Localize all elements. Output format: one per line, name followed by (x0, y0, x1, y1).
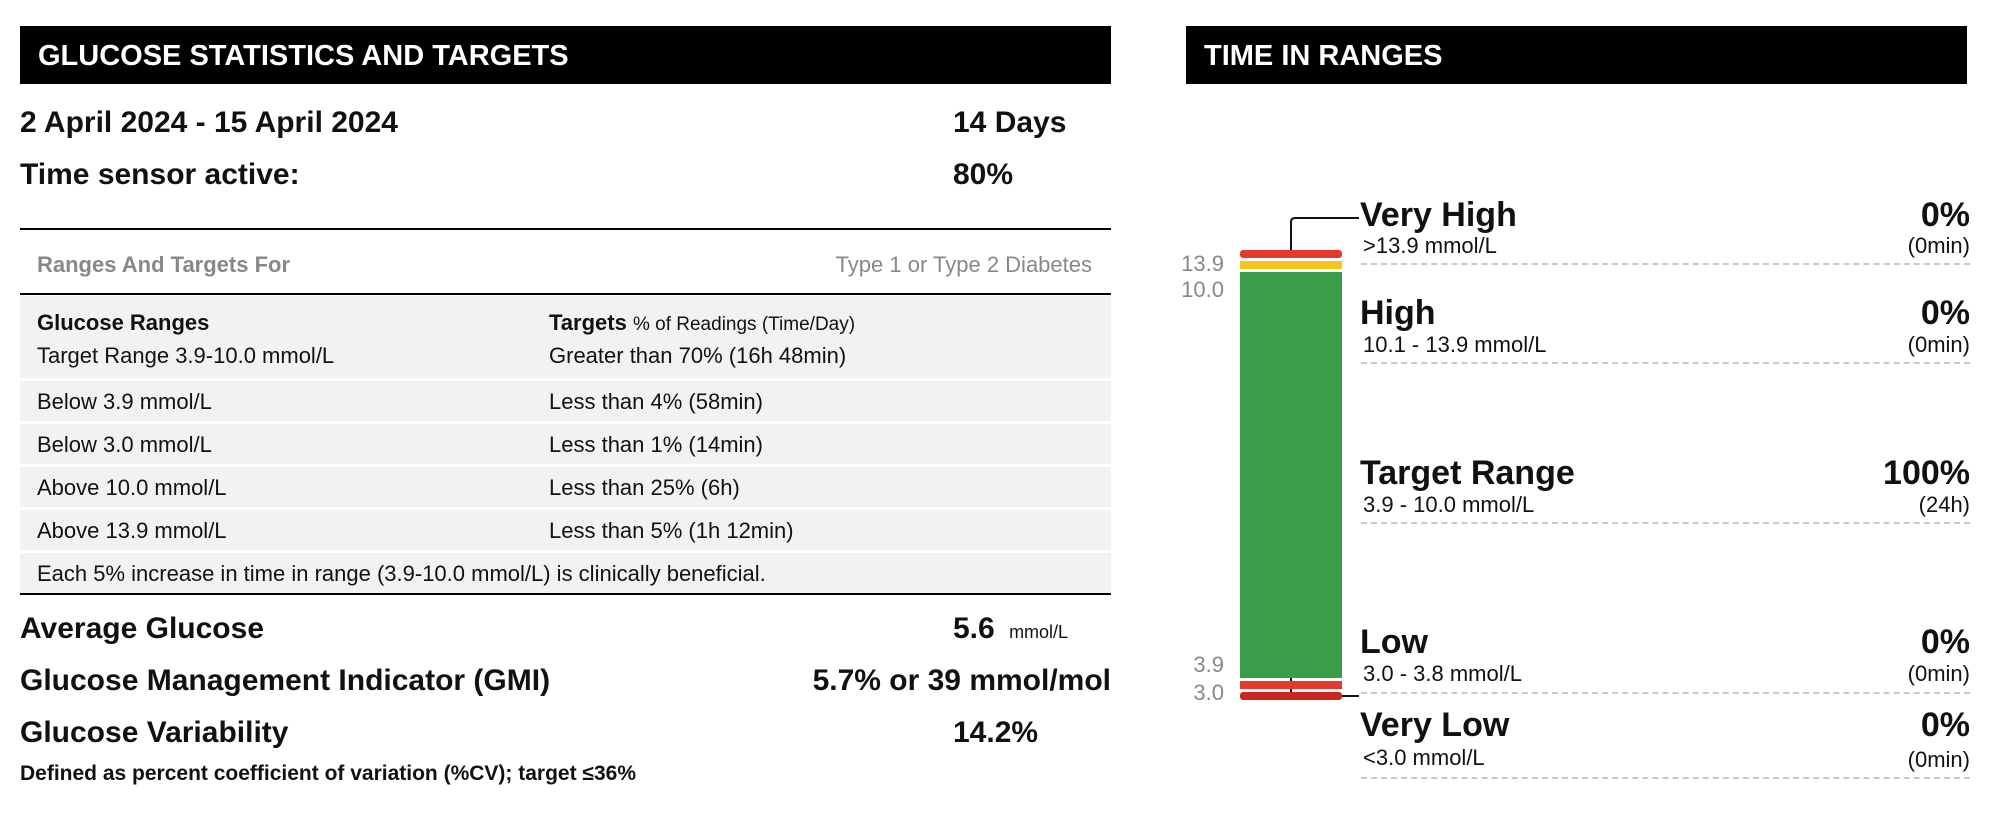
very-low-percent: 0% (1920, 706, 1970, 744)
days-count: 14 Days (953, 106, 1067, 139)
range-cell: Target Range 3.9-10.0 mmol/L (37, 343, 335, 368)
variability-label: Glucose Variability (20, 716, 289, 749)
col-ranges-header: Glucose Ranges (37, 310, 210, 335)
separator (1361, 692, 1970, 694)
target-range-range: 3.9 - 10.0 mmol/L (1363, 492, 1535, 517)
col-targets-header: Targets % of Readings (Time/Day) (549, 310, 855, 336)
bar-segment-very-low (1240, 692, 1342, 700)
very-high-connector (1290, 217, 1359, 250)
low-range: 3.0 - 3.8 mmol/L (1363, 661, 1522, 686)
tick-label: 10.0 (1181, 277, 1224, 302)
target-cell: Greater than 70% (16h 48min) (549, 343, 847, 368)
high-range: 10.1 - 13.9 mmol/L (1363, 332, 1547, 357)
bar-segment-target-range (1240, 272, 1342, 678)
ranges-for-value: Type 1 or Type 2 Diabetes (835, 252, 1092, 277)
avg-glucose-value: 5.6 mmol/L (953, 612, 1068, 646)
very-low-duration: (0min) (1907, 747, 1970, 772)
high-label: High (1360, 294, 1436, 332)
avg-glucose-number: 5.6 (953, 612, 995, 645)
table-row: Below 3.0 mmol/L Less than 1% (14min) (20, 424, 1111, 464)
ranges-for-label: Ranges And Targets For (37, 252, 291, 277)
range-cell: Below 3.0 mmol/L (37, 432, 212, 457)
sensor-value: 80% (953, 158, 1014, 191)
avg-glucose-unit: mmol/L (1009, 622, 1069, 642)
divider (20, 593, 1111, 595)
gmi-label: Glucose Management Indicator (GMI) (20, 664, 551, 697)
variability-value: 14.2% (953, 716, 1039, 749)
separator (1361, 522, 1970, 524)
range-cell: Above 10.0 mmol/L (37, 475, 227, 500)
table-header-row: Glucose Ranges Targets % of Readings (Ti… (20, 296, 1111, 378)
col-targets-sub: % of Readings (Time/Day) (632, 314, 856, 335)
range-cell: Above 13.9 mmol/L (37, 518, 227, 543)
target-range-label: Target Range (1360, 454, 1575, 492)
target-range-percent: 100% (1883, 454, 1970, 492)
divider (20, 293, 1111, 295)
tick-label: 3.9 (1193, 652, 1224, 677)
very-high-range: >13.9 mmol/L (1363, 233, 1497, 258)
high-duration: (0min) (1907, 332, 1970, 357)
very-high-duration: (0min) (1907, 233, 1970, 258)
variability-note: Defined as percent coefficient of variat… (20, 762, 636, 785)
range-cell: Below 3.9 mmol/L (37, 389, 212, 414)
target-range-duration: (24h) (1918, 492, 1970, 517)
date-range: 2 April 2024 - 15 April 2024 (20, 106, 398, 139)
tick-label: 3.0 (1193, 680, 1224, 705)
separator (1361, 362, 1970, 364)
avg-glucose-label: Average Glucose (20, 612, 264, 645)
table-note: Each 5% increase in time in range (3.9-1… (37, 561, 766, 586)
bar-segment-low (1240, 681, 1342, 689)
bar-segment-very-high (1240, 250, 1342, 258)
gmi-value: 5.7% or 39 mmol/mol (812, 664, 1111, 697)
sensor-label: Time sensor active: (20, 158, 300, 191)
range-bar-chart (1240, 217, 1359, 700)
very-high-percent: 0% (1920, 196, 1970, 234)
table-note-row: Each 5% increase in time in range (3.9-1… (20, 553, 1111, 593)
target-cell: Less than 25% (6h) (549, 475, 740, 500)
very-low-range: <3.0 mmol/L (1363, 745, 1485, 770)
table-row: Above 13.9 mmol/L Less than 5% (1h 12min… (20, 510, 1111, 550)
divider (20, 228, 1111, 230)
high-percent: 0% (1920, 294, 1970, 332)
table-row: Below 3.9 mmol/L Less than 4% (58min) (20, 381, 1111, 421)
tick-label: 13.9 (1181, 251, 1224, 276)
separator (1361, 263, 1970, 265)
target-cell: Less than 4% (58min) (549, 389, 763, 414)
col-targets-title: Targets (549, 310, 627, 335)
time-in-ranges-header: TIME IN RANGES (1186, 26, 1967, 84)
table-row: Above 10.0 mmol/L Less than 25% (6h) (20, 467, 1111, 507)
low-percent: 0% (1920, 623, 1970, 661)
target-cell: Less than 1% (14min) (549, 432, 763, 457)
bar-segment-high (1240, 261, 1342, 269)
very-low-label: Very Low (1360, 706, 1510, 744)
statistics-header: GLUCOSE STATISTICS AND TARGETS (20, 26, 1111, 84)
very-high-label: Very High (1360, 196, 1517, 234)
target-cell: Less than 5% (1h 12min) (549, 518, 794, 543)
low-duration: (0min) (1907, 661, 1970, 686)
low-label: Low (1360, 623, 1428, 661)
stacked-bar (1240, 250, 1342, 700)
separator (1361, 777, 1970, 779)
